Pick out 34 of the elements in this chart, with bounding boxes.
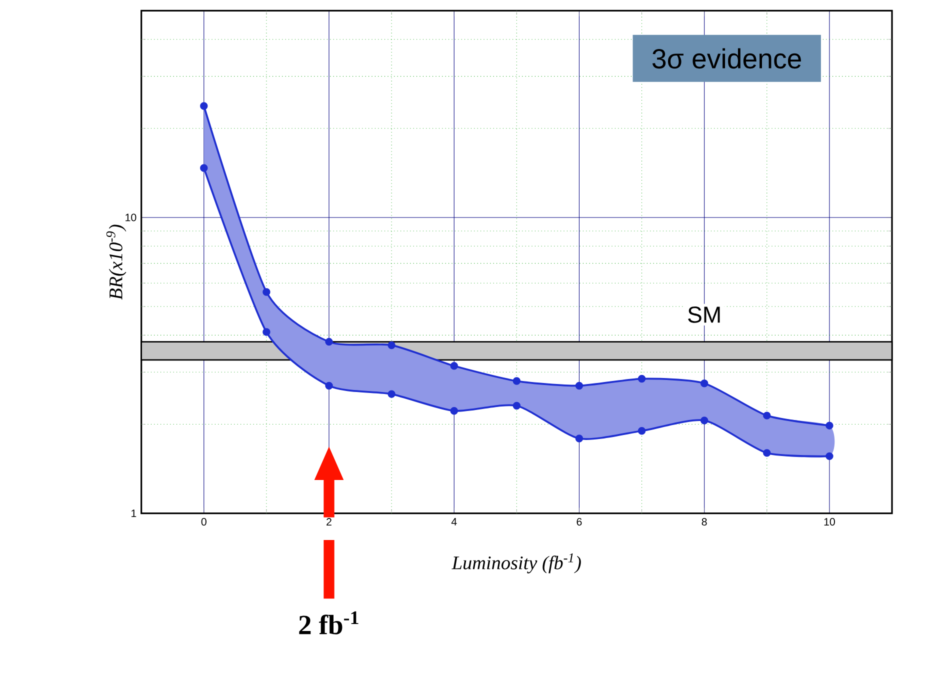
point bbox=[763, 412, 771, 420]
y-tick-label: 1 bbox=[132, 510, 136, 518]
x-tick-label: 4 bbox=[451, 518, 457, 526]
point bbox=[826, 422, 834, 430]
point bbox=[700, 380, 708, 388]
x-tick-label: 10 bbox=[824, 518, 835, 526]
x-tick-label: 8 bbox=[702, 518, 707, 526]
x-tick-label: 6 bbox=[576, 518, 582, 526]
point bbox=[763, 449, 771, 457]
point bbox=[450, 362, 458, 370]
point bbox=[700, 416, 708, 425]
band-label: SM bbox=[688, 306, 720, 324]
point bbox=[200, 164, 208, 172]
point bbox=[638, 375, 646, 383]
point bbox=[388, 342, 396, 350]
point bbox=[262, 328, 270, 336]
point bbox=[388, 390, 396, 398]
point bbox=[826, 452, 834, 460]
point bbox=[512, 402, 521, 410]
x-tick-label: 0 bbox=[201, 518, 206, 526]
point bbox=[450, 407, 458, 415]
point bbox=[262, 288, 270, 296]
point bbox=[200, 102, 208, 110]
x-tick-label: 2 bbox=[326, 518, 332, 526]
point bbox=[325, 382, 333, 390]
y-axis-title: BR(x10$^{-9}$) bbox=[106, 224, 126, 300]
point bbox=[575, 382, 584, 390]
point bbox=[575, 434, 584, 443]
point bbox=[638, 427, 646, 435]
text: 2 fb$^{-1}$ bbox=[299, 612, 358, 635]
point bbox=[512, 377, 521, 386]
x-axis-title: Luminosity (fb$^{-1}$) bbox=[452, 554, 581, 574]
annotation: 3σ evidence bbox=[652, 48, 801, 69]
point bbox=[325, 338, 333, 346]
